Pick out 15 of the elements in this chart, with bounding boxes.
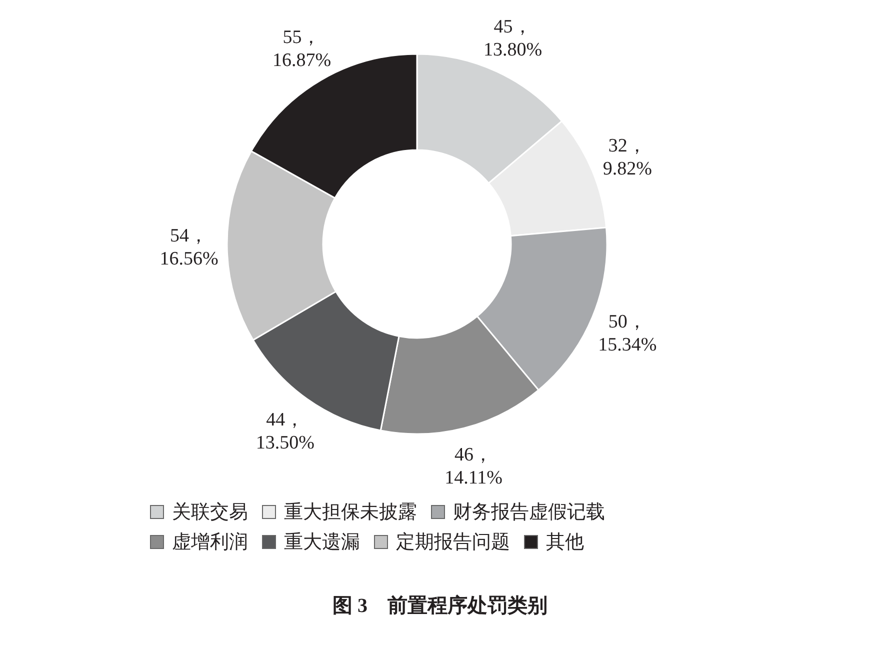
data-label: 50， 15.34% bbox=[598, 311, 657, 356]
legend-label: 重大遗漏 bbox=[284, 531, 360, 555]
legend-label: 定期报告问题 bbox=[396, 531, 510, 555]
data-label: 54， 16.56% bbox=[160, 226, 218, 270]
legend-label: 关联交易 bbox=[172, 501, 248, 525]
legend-label: 重大担保未披露 bbox=[284, 501, 417, 525]
data-label: 55， 16.87% bbox=[272, 26, 332, 71]
data-label: 46， 14.11% bbox=[444, 444, 503, 488]
legend-label: 虚增利润 bbox=[172, 531, 248, 555]
legend-label: 其他 bbox=[546, 531, 584, 555]
text: 图 3 前置程序处罚类别 bbox=[332, 594, 548, 619]
data-label: 44， 13.50% bbox=[256, 409, 315, 454]
data-label: 45， 13.80% bbox=[484, 16, 542, 61]
data-label: 32， 9.82% bbox=[602, 136, 652, 180]
legend-label: 财务报告虚假记载 bbox=[453, 501, 605, 525]
